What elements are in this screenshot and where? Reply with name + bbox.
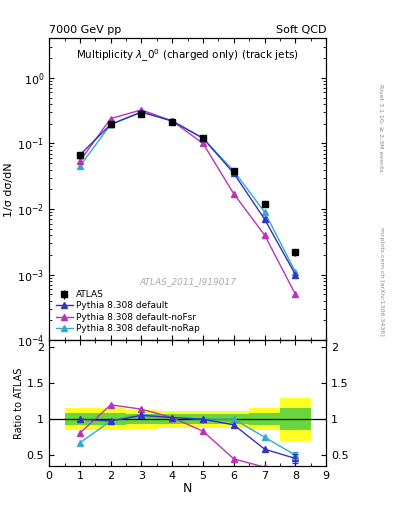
Bar xyxy=(280,398,311,441)
Pythia 8.308 default-noFsr xyxy=(139,107,144,113)
Bar xyxy=(95,414,126,425)
Pythia 8.308 default xyxy=(108,121,113,127)
Legend: ATLAS, Pythia 8.308 default, Pythia 8.308 default-noFsr, Pythia 8.308 default-no: ATLAS, Pythia 8.308 default, Pythia 8.30… xyxy=(53,287,203,336)
Bar xyxy=(249,409,280,430)
Pythia 8.308 default-noRap xyxy=(170,118,174,124)
Bar xyxy=(64,409,95,430)
Bar xyxy=(126,414,157,424)
Text: 7000 GeV pp: 7000 GeV pp xyxy=(49,25,121,35)
Pythia 8.308 default-noFsr xyxy=(262,232,267,238)
Pythia 8.308 default-noRap xyxy=(201,135,206,141)
Text: mcplots.cern.ch [arXiv:1306.3436]: mcplots.cern.ch [arXiv:1306.3436] xyxy=(379,227,384,336)
Pythia 8.308 default xyxy=(77,152,82,158)
Text: Soft QCD: Soft QCD xyxy=(276,25,326,35)
Line: Pythia 8.308 default-noFsr: Pythia 8.308 default-noFsr xyxy=(77,107,298,297)
Pythia 8.308 default-noRap xyxy=(231,168,236,174)
Bar xyxy=(219,411,249,428)
Bar xyxy=(280,409,311,430)
Pythia 8.308 default-noFsr xyxy=(293,291,298,297)
Bar xyxy=(188,414,219,424)
Bar xyxy=(188,411,219,428)
Pythia 8.308 default-noRap xyxy=(262,209,267,215)
Bar xyxy=(95,409,126,430)
Pythia 8.308 default xyxy=(201,135,206,141)
Bar xyxy=(157,411,188,428)
Bar xyxy=(126,410,157,429)
Y-axis label: 1/σ dσ/dN: 1/σ dσ/dN xyxy=(4,162,14,217)
Pythia 8.308 default xyxy=(293,271,298,278)
Pythia 8.308 default-noFsr xyxy=(231,191,236,197)
Bar xyxy=(249,414,280,425)
Bar xyxy=(64,414,95,425)
Text: ATLAS_2011_I919017: ATLAS_2011_I919017 xyxy=(139,277,236,286)
Pythia 8.308 default-noFsr xyxy=(77,158,82,164)
X-axis label: N: N xyxy=(183,482,192,495)
Pythia 8.308 default xyxy=(139,109,144,115)
Y-axis label: Ratio to ATLAS: Ratio to ATLAS xyxy=(14,368,24,439)
Pythia 8.308 default-noRap xyxy=(108,121,113,127)
Bar xyxy=(157,414,188,424)
Text: Rivet 3.1.10; ≥ 2.3M events: Rivet 3.1.10; ≥ 2.3M events xyxy=(379,84,384,172)
Text: Multiplicity $\lambda\_0^0$ (charged only) (track jets): Multiplicity $\lambda\_0^0$ (charged onl… xyxy=(76,48,299,64)
Pythia 8.308 default-noRap xyxy=(293,269,298,275)
Bar xyxy=(219,414,249,424)
Pythia 8.308 default-noFsr xyxy=(201,140,206,146)
Line: Pythia 8.308 default-noRap: Pythia 8.308 default-noRap xyxy=(77,109,298,274)
Pythia 8.308 default xyxy=(262,216,267,222)
Pythia 8.308 default-noFsr xyxy=(108,115,113,121)
Pythia 8.308 default xyxy=(231,170,236,177)
Pythia 8.308 default-noFsr xyxy=(170,118,174,124)
Pythia 8.308 default-noRap xyxy=(139,109,144,115)
Pythia 8.308 default-noRap xyxy=(77,163,82,169)
Pythia 8.308 default xyxy=(170,118,174,124)
Line: Pythia 8.308 default: Pythia 8.308 default xyxy=(77,110,298,278)
